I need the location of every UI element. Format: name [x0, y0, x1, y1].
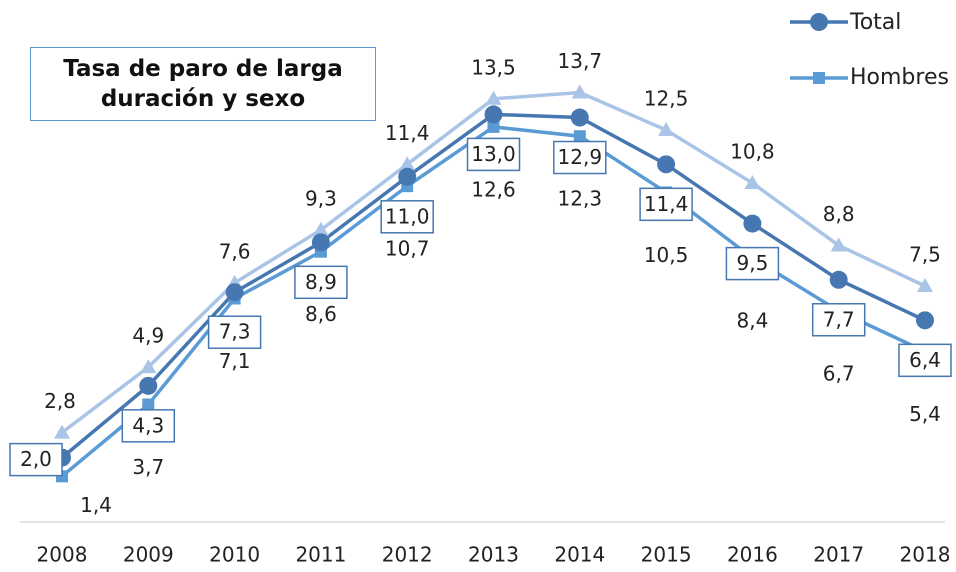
data-label: 11,4 — [644, 192, 689, 216]
point — [54, 424, 70, 439]
point — [657, 155, 676, 174]
chart-title: Tasa de paro de larga duración y sexo — [30, 47, 376, 121]
data-label: 10,5 — [644, 243, 689, 267]
point — [744, 175, 761, 190]
data-label: 2,8 — [44, 389, 76, 413]
label-box — [898, 343, 952, 378]
data-label: 6,4 — [909, 348, 941, 372]
point — [573, 130, 586, 143]
point — [142, 398, 155, 411]
data-label: 10,7 — [385, 237, 430, 261]
data-label-box: 8,9 — [294, 265, 348, 300]
data-label: 12,9 — [558, 145, 603, 169]
point — [139, 376, 158, 395]
x-tick-label: 2016 — [727, 543, 778, 567]
data-label-box: 7,7 — [811, 303, 866, 337]
label-box — [380, 200, 434, 234]
x-tick-label: 2011 — [295, 543, 346, 567]
data-label: 10,8 — [730, 140, 775, 164]
data-label: 13,5 — [471, 55, 516, 79]
point — [311, 233, 330, 252]
point — [312, 221, 329, 236]
data-label: 12,3 — [558, 187, 603, 211]
legend-marker — [813, 72, 825, 84]
label-box — [811, 303, 866, 337]
data-label-box: 6,4 — [898, 343, 952, 378]
data-label: 8,4 — [736, 308, 768, 332]
point — [140, 359, 157, 374]
data-label-box: 4,3 — [121, 409, 176, 443]
data-label-box: 2,0 — [9, 442, 63, 477]
x-tick-label: 2014 — [554, 543, 605, 567]
data-label-box: 11,0 — [380, 200, 434, 234]
data-label: 13,7 — [558, 49, 603, 73]
data-label: 7,7 — [823, 307, 855, 331]
point — [487, 120, 500, 133]
point — [743, 214, 762, 233]
data-label: 5,4 — [909, 402, 941, 426]
point — [398, 167, 417, 186]
point — [570, 108, 589, 127]
data-label: 7,5 — [909, 243, 941, 267]
legend-label: Total — [850, 10, 902, 35]
label-box — [207, 315, 262, 349]
data-label: 1,4 — [80, 493, 112, 517]
x-tick-label: 2015 — [641, 543, 692, 567]
data-label: 2,0 — [20, 447, 52, 471]
label-box — [553, 140, 607, 175]
data-label: 9,5 — [736, 251, 768, 275]
x-tick-label: 2012 — [382, 543, 433, 567]
data-label: 4,3 — [132, 413, 164, 437]
point — [484, 105, 503, 124]
label-box — [294, 265, 348, 300]
label-box — [639, 187, 693, 222]
data-label-box: 9,5 — [725, 246, 780, 281]
point — [917, 278, 933, 292]
data-label: 12,5 — [644, 87, 689, 111]
data-label: 8,9 — [305, 270, 337, 294]
point — [916, 311, 934, 330]
point — [485, 90, 502, 105]
data-label: 8,8 — [823, 202, 855, 226]
data-label-box: 11,4 — [639, 187, 693, 222]
data-label: 7,6 — [219, 239, 251, 263]
point — [830, 237, 847, 252]
data-label: 11,4 — [385, 121, 430, 145]
x-tick-label: 2018 — [900, 543, 951, 567]
point — [571, 84, 588, 99]
data-label: 4,9 — [132, 324, 164, 348]
data-label: 13,0 — [471, 142, 516, 166]
data-label: 7,1 — [219, 349, 251, 373]
x-tick-label: 2017 — [813, 543, 864, 567]
legend-marker — [810, 13, 828, 31]
point — [399, 156, 416, 171]
label-box — [466, 137, 521, 172]
point — [658, 122, 675, 136]
x-tick-label: 2009 — [123, 543, 174, 567]
data-label: 11,0 — [385, 204, 430, 228]
x-tick-label: 2008 — [37, 543, 88, 567]
label-box — [9, 442, 63, 477]
label-box — [725, 246, 780, 281]
legend-label: Hombres — [850, 65, 949, 90]
data-label: 3,7 — [132, 455, 164, 479]
data-label: 7,3 — [219, 320, 251, 344]
data-label-box: 13,0 — [466, 137, 521, 172]
x-tick-label: 2013 — [468, 543, 519, 567]
point — [225, 283, 244, 302]
x-tick-label: 2010 — [209, 543, 260, 567]
data-label: 6,7 — [823, 361, 855, 385]
label-box — [121, 409, 176, 443]
data-label: 8,6 — [305, 302, 337, 326]
data-label: 9,3 — [305, 186, 337, 210]
point — [829, 270, 848, 289]
data-label: 12,6 — [471, 177, 516, 201]
data-label-box: 7,3 — [207, 315, 262, 349]
data-label-box: 12,9 — [553, 140, 607, 175]
